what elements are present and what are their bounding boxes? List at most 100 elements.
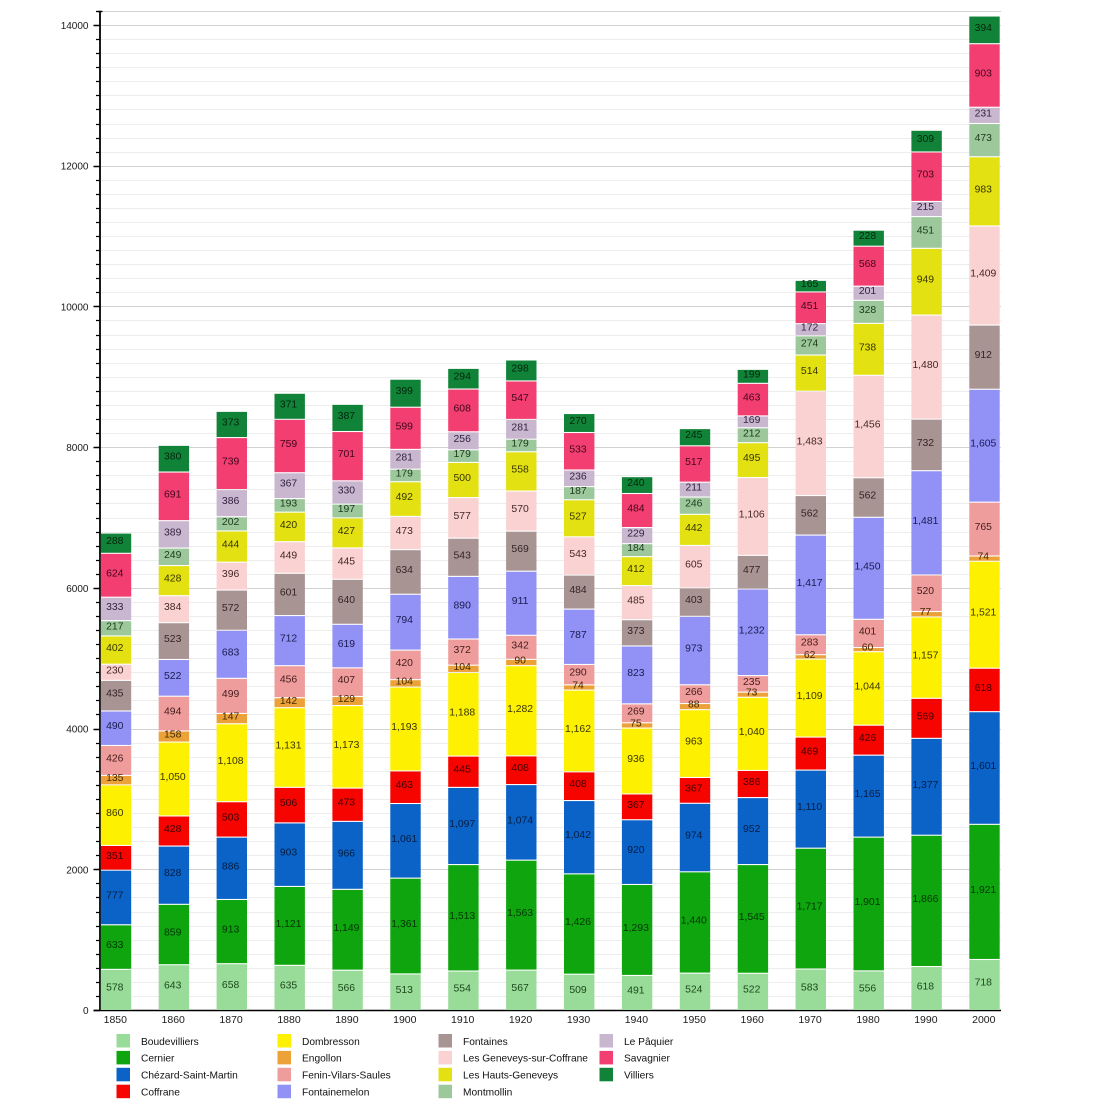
svg-text:718: 718 (975, 978, 993, 989)
svg-text:608: 608 (454, 403, 472, 414)
svg-text:633: 633 (106, 940, 124, 951)
svg-text:104: 104 (396, 676, 414, 687)
svg-text:420: 420 (280, 520, 298, 531)
svg-text:703: 703 (917, 170, 935, 181)
svg-text:712: 712 (280, 634, 298, 645)
svg-text:179: 179 (396, 468, 414, 479)
svg-text:211: 211 (686, 483, 703, 494)
svg-text:484: 484 (569, 585, 587, 596)
svg-text:351: 351 (106, 851, 124, 862)
svg-text:936: 936 (627, 754, 645, 765)
svg-text:890: 890 (454, 601, 472, 612)
svg-text:691: 691 (164, 489, 182, 500)
svg-text:683: 683 (222, 647, 240, 658)
svg-text:Les Hauts-Geneveys: Les Hauts-Geneveys (463, 1071, 558, 1082)
svg-text:886: 886 (222, 861, 240, 872)
svg-text:389: 389 (164, 527, 182, 538)
svg-text:1,121: 1,121 (275, 919, 301, 930)
svg-text:Coffrane: Coffrane (141, 1088, 180, 1099)
svg-text:1,097: 1,097 (449, 819, 475, 830)
svg-text:522: 522 (164, 671, 182, 682)
svg-text:1,601: 1,601 (970, 761, 996, 772)
svg-text:372: 372 (454, 645, 472, 656)
svg-text:823: 823 (627, 668, 645, 679)
svg-text:1,232: 1,232 (739, 625, 765, 636)
svg-text:328: 328 (859, 305, 877, 316)
svg-text:169: 169 (743, 415, 761, 426)
svg-text:624: 624 (106, 568, 124, 579)
svg-text:199: 199 (743, 369, 761, 380)
svg-text:562: 562 (801, 508, 819, 519)
svg-text:732: 732 (917, 438, 935, 449)
svg-text:427: 427 (338, 526, 356, 537)
svg-text:1,426: 1,426 (565, 917, 591, 928)
svg-text:294: 294 (454, 372, 472, 383)
svg-text:179: 179 (511, 438, 529, 449)
svg-text:1,483: 1,483 (797, 436, 823, 447)
svg-text:142: 142 (280, 696, 298, 707)
svg-text:1,061: 1,061 (391, 834, 417, 845)
svg-text:974: 974 (685, 831, 703, 842)
svg-text:473: 473 (396, 526, 414, 537)
svg-text:1940: 1940 (625, 1014, 649, 1026)
svg-text:1860: 1860 (162, 1014, 186, 1026)
svg-text:Dombresson: Dombresson (302, 1037, 360, 1048)
svg-text:1,282: 1,282 (507, 704, 533, 715)
svg-text:60: 60 (862, 643, 874, 654)
svg-text:193: 193 (280, 498, 298, 509)
svg-text:371: 371 (280, 399, 298, 410)
svg-text:477: 477 (743, 565, 761, 576)
svg-text:517: 517 (685, 457, 703, 468)
svg-text:Le Pâquier: Le Pâquier (624, 1037, 674, 1048)
svg-text:601: 601 (280, 587, 298, 598)
svg-text:473: 473 (338, 798, 356, 809)
svg-text:860: 860 (106, 808, 124, 819)
svg-text:172: 172 (801, 323, 819, 334)
svg-text:1,131: 1,131 (275, 741, 301, 752)
svg-text:384: 384 (164, 602, 182, 613)
svg-text:215: 215 (917, 202, 935, 213)
svg-text:342: 342 (511, 640, 529, 651)
svg-text:1,921: 1,921 (970, 885, 996, 896)
svg-text:503: 503 (222, 812, 240, 823)
svg-text:1,157: 1,157 (912, 651, 938, 662)
svg-text:494: 494 (164, 707, 182, 718)
svg-text:1990: 1990 (914, 1014, 938, 1026)
svg-text:4000: 4000 (66, 725, 89, 736)
svg-text:1870: 1870 (219, 1014, 243, 1026)
svg-text:Fenin-Vilars-Saules: Fenin-Vilars-Saules (302, 1071, 391, 1082)
svg-text:966: 966 (338, 848, 356, 859)
svg-text:1,110: 1,110 (797, 802, 822, 813)
svg-text:1,050: 1,050 (160, 772, 186, 783)
svg-text:1850: 1850 (104, 1014, 128, 1026)
svg-text:569: 569 (511, 544, 529, 555)
svg-text:523: 523 (164, 634, 182, 645)
svg-text:445: 445 (454, 765, 472, 776)
svg-text:658: 658 (222, 980, 240, 991)
svg-text:1,901: 1,901 (854, 897, 880, 908)
svg-text:572: 572 (222, 603, 240, 614)
svg-text:522: 522 (743, 985, 761, 996)
svg-text:577: 577 (454, 511, 472, 522)
svg-text:738: 738 (859, 342, 877, 353)
svg-text:599: 599 (396, 421, 414, 432)
svg-text:14000: 14000 (61, 21, 89, 32)
svg-text:473: 473 (975, 133, 993, 144)
svg-text:394: 394 (975, 23, 993, 34)
svg-text:520: 520 (917, 586, 935, 597)
svg-text:380: 380 (164, 452, 182, 463)
svg-text:533: 533 (569, 444, 587, 455)
svg-text:1,173: 1,173 (333, 740, 359, 751)
svg-text:513: 513 (396, 985, 414, 996)
svg-text:527: 527 (569, 511, 587, 522)
svg-text:556: 556 (859, 983, 877, 994)
svg-text:635: 635 (280, 981, 298, 992)
svg-text:547: 547 (511, 393, 529, 404)
svg-text:281: 281 (396, 452, 414, 463)
svg-text:554: 554 (454, 984, 472, 995)
svg-text:420: 420 (396, 658, 414, 669)
svg-text:449: 449 (280, 551, 298, 562)
svg-text:269: 269 (627, 706, 645, 717)
svg-text:1,293: 1,293 (623, 923, 649, 934)
svg-text:367: 367 (280, 479, 298, 490)
